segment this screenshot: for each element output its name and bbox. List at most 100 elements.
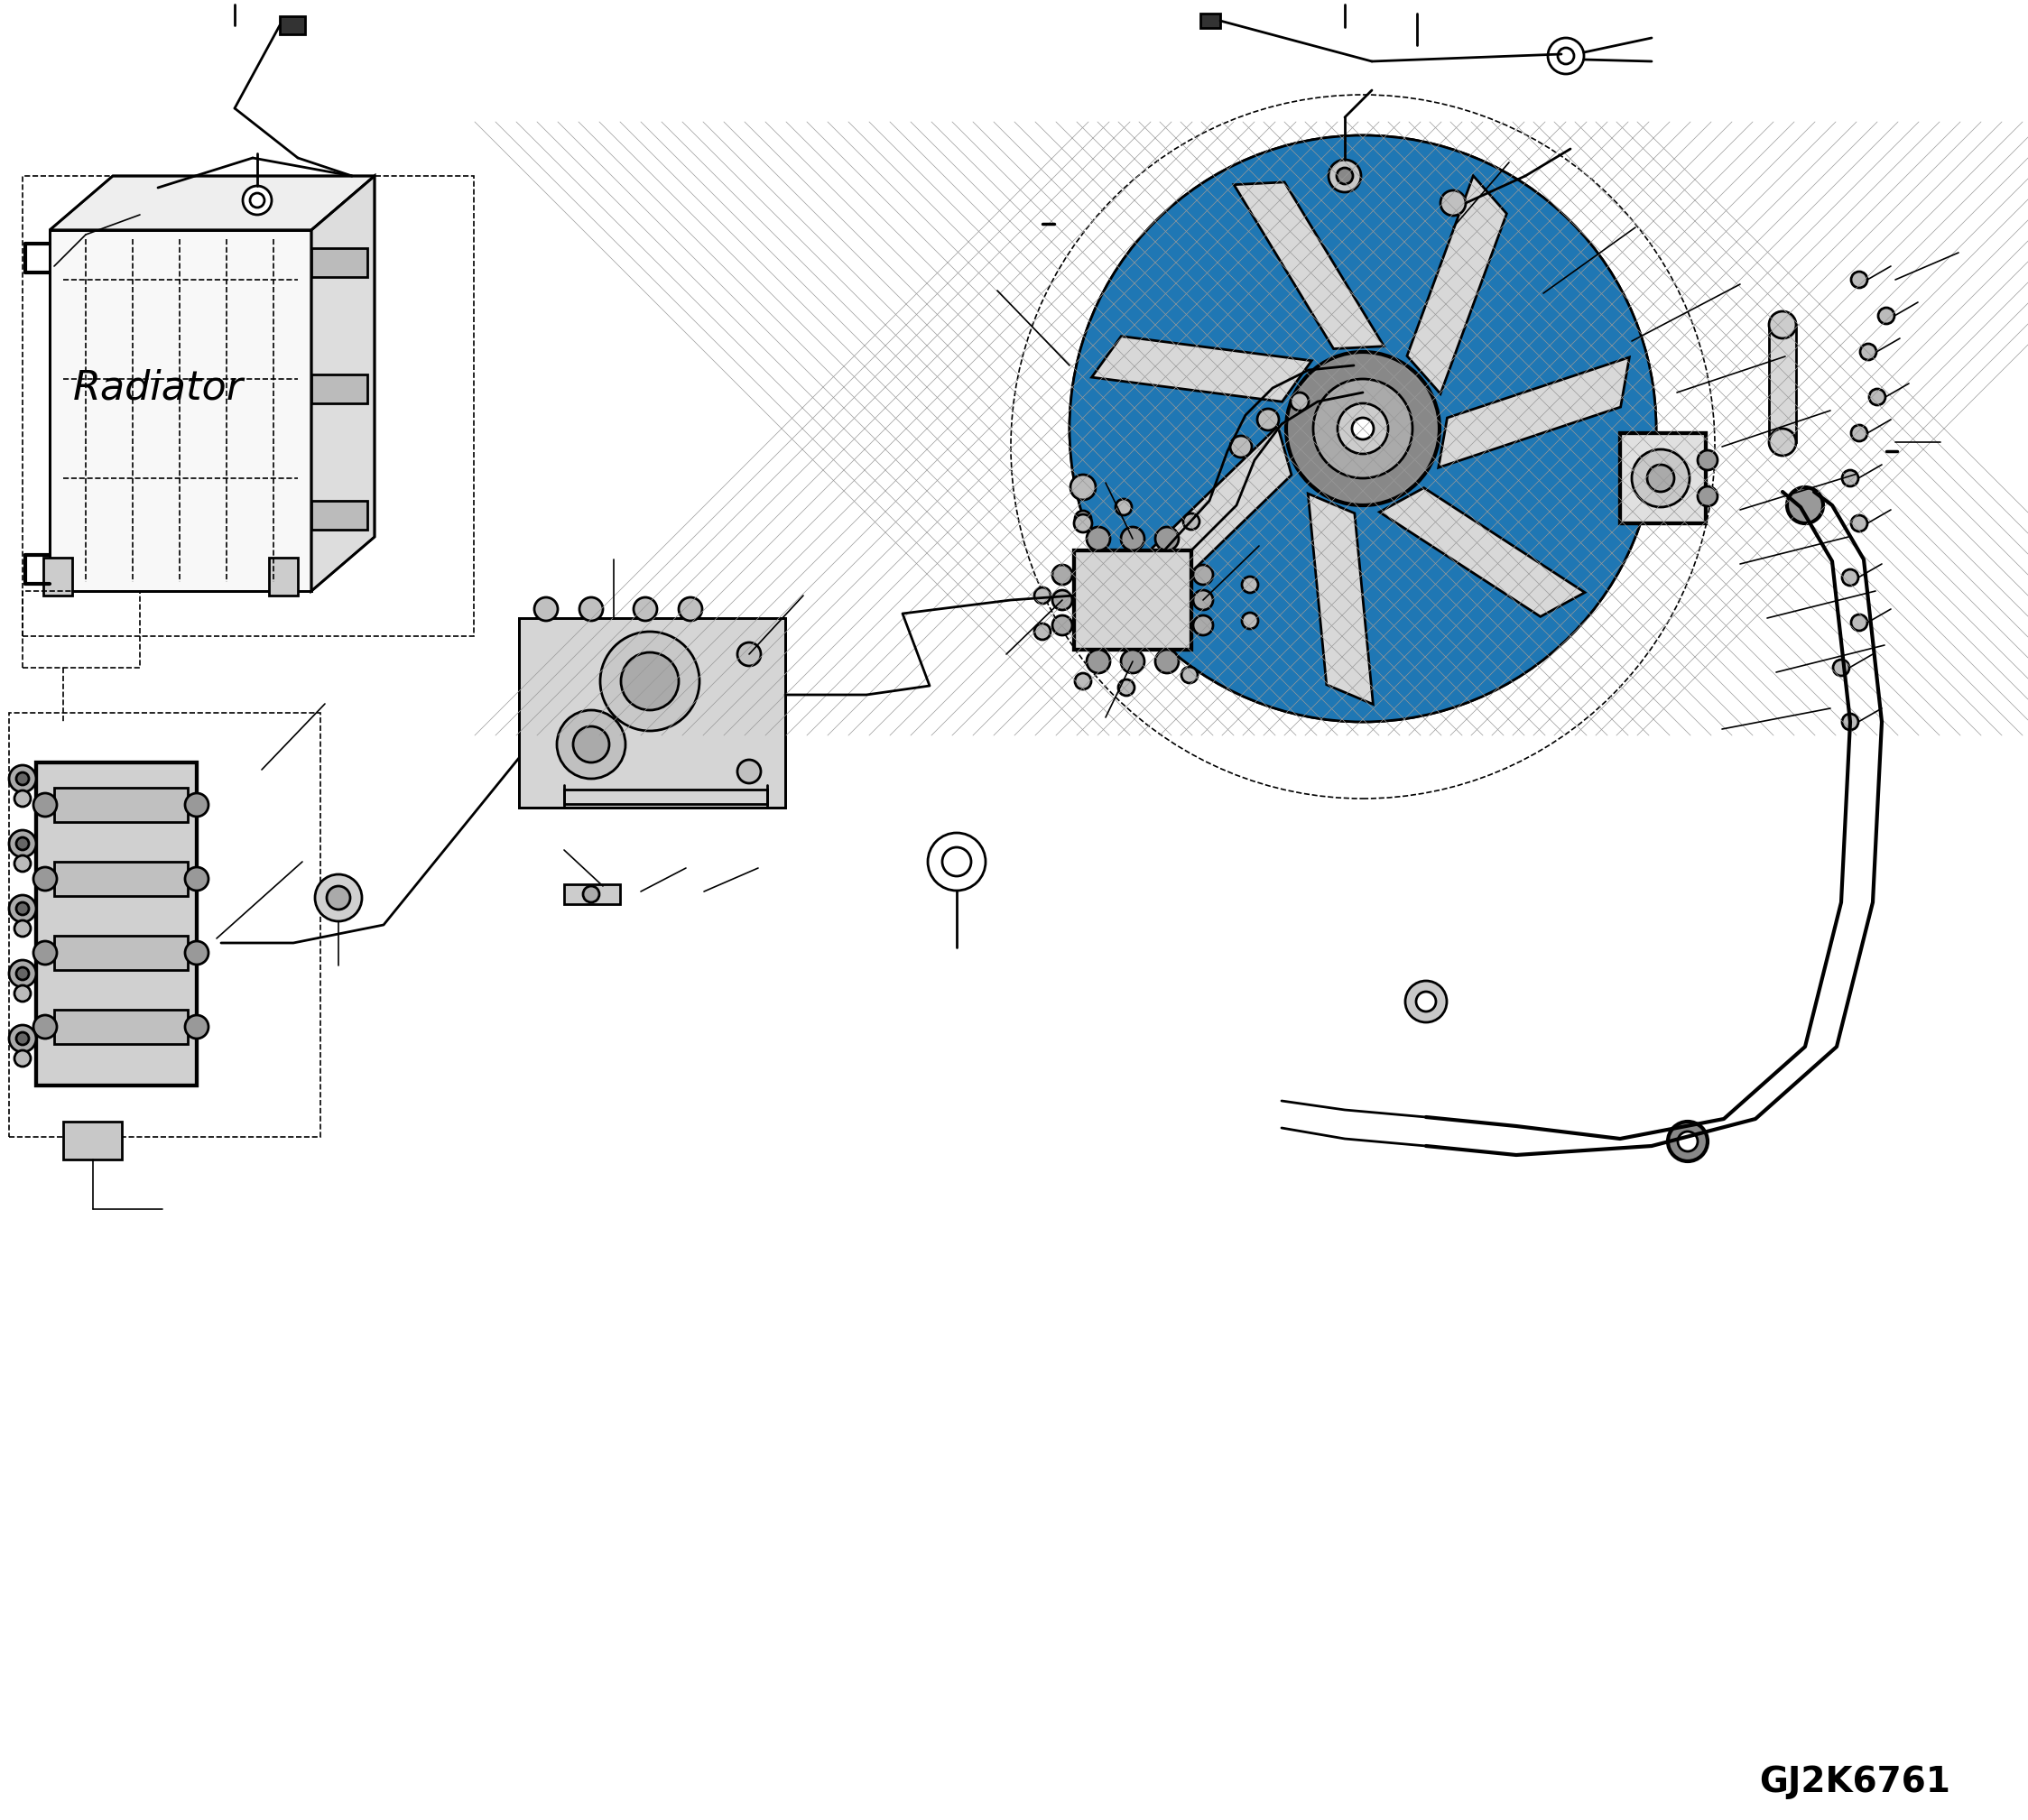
Circle shape <box>185 794 209 817</box>
Circle shape <box>148 198 168 217</box>
Circle shape <box>1075 511 1091 528</box>
Circle shape <box>582 886 600 903</box>
Polygon shape <box>312 177 375 592</box>
Bar <box>43 557 73 595</box>
Circle shape <box>1314 379 1411 479</box>
Circle shape <box>1852 271 1868 288</box>
Circle shape <box>1787 488 1823 524</box>
Circle shape <box>1852 615 1868 632</box>
Circle shape <box>314 874 361 921</box>
Circle shape <box>1053 564 1073 584</box>
Polygon shape <box>1407 177 1507 393</box>
Bar <box>1075 550 1190 650</box>
Circle shape <box>1034 624 1051 641</box>
Bar <box>55 861 189 895</box>
Circle shape <box>14 790 30 806</box>
Circle shape <box>1338 404 1387 453</box>
Circle shape <box>1697 486 1718 506</box>
Circle shape <box>1087 650 1109 673</box>
Bar <box>55 1010 189 1045</box>
Circle shape <box>16 903 28 915</box>
Circle shape <box>1192 564 1213 584</box>
Circle shape <box>1633 450 1689 508</box>
Polygon shape <box>1379 488 1584 617</box>
Bar <box>8 713 320 1138</box>
Circle shape <box>1241 613 1257 630</box>
Circle shape <box>621 652 679 710</box>
Circle shape <box>1677 1132 1697 1152</box>
Bar <box>519 619 785 808</box>
Circle shape <box>1231 435 1251 457</box>
Circle shape <box>1870 389 1886 406</box>
Circle shape <box>14 985 30 1001</box>
Circle shape <box>185 866 209 890</box>
Circle shape <box>1121 528 1144 550</box>
Bar <box>1620 433 1706 524</box>
Circle shape <box>1440 191 1466 215</box>
Circle shape <box>14 1050 30 1067</box>
Circle shape <box>1841 713 1858 730</box>
Circle shape <box>32 941 57 965</box>
Circle shape <box>1353 419 1373 439</box>
Circle shape <box>580 597 602 621</box>
Polygon shape <box>49 177 375 229</box>
Circle shape <box>1069 135 1657 723</box>
Circle shape <box>1034 588 1051 604</box>
Circle shape <box>32 794 57 817</box>
Bar <box>63 1121 122 1159</box>
Circle shape <box>8 830 37 857</box>
Bar <box>1768 324 1797 442</box>
Circle shape <box>1667 1121 1708 1161</box>
Circle shape <box>1192 615 1213 635</box>
Bar <box>37 763 197 1085</box>
Circle shape <box>533 597 558 621</box>
Bar <box>1075 550 1190 650</box>
Bar <box>312 501 367 530</box>
Bar <box>1201 13 1221 27</box>
Polygon shape <box>1233 182 1383 349</box>
Bar <box>55 935 189 970</box>
Circle shape <box>1053 615 1073 635</box>
Polygon shape <box>1140 426 1292 608</box>
Bar <box>564 790 767 804</box>
Circle shape <box>32 866 57 890</box>
Circle shape <box>1336 167 1353 184</box>
Circle shape <box>738 642 760 666</box>
Circle shape <box>1405 981 1446 1023</box>
Bar <box>1620 433 1706 524</box>
Circle shape <box>1069 135 1657 723</box>
Circle shape <box>16 837 28 850</box>
Text: Radiator: Radiator <box>73 369 243 408</box>
Circle shape <box>1860 344 1876 360</box>
Circle shape <box>185 1016 209 1039</box>
Text: GJ2K6761: GJ2K6761 <box>1758 1765 1951 1800</box>
Circle shape <box>1156 528 1178 550</box>
Bar <box>564 885 621 905</box>
Bar <box>37 763 197 1085</box>
Circle shape <box>1547 38 1584 75</box>
Circle shape <box>32 1016 57 1039</box>
Circle shape <box>1075 673 1091 690</box>
Circle shape <box>14 921 30 937</box>
Circle shape <box>1768 428 1797 455</box>
Circle shape <box>8 895 37 923</box>
Circle shape <box>16 966 28 979</box>
Circle shape <box>1075 515 1091 533</box>
Circle shape <box>1697 450 1718 470</box>
Circle shape <box>16 1032 28 1045</box>
Circle shape <box>1192 590 1213 610</box>
Circle shape <box>1182 666 1199 682</box>
Bar <box>22 592 140 668</box>
Circle shape <box>1852 515 1868 531</box>
Circle shape <box>1156 650 1178 673</box>
Circle shape <box>1290 393 1308 411</box>
Bar <box>270 557 298 595</box>
Polygon shape <box>1308 493 1373 704</box>
Circle shape <box>16 772 28 784</box>
Circle shape <box>1071 475 1095 501</box>
Circle shape <box>633 597 657 621</box>
Circle shape <box>1053 590 1073 610</box>
Circle shape <box>327 886 351 910</box>
Bar <box>22 177 475 637</box>
Circle shape <box>1841 470 1858 486</box>
